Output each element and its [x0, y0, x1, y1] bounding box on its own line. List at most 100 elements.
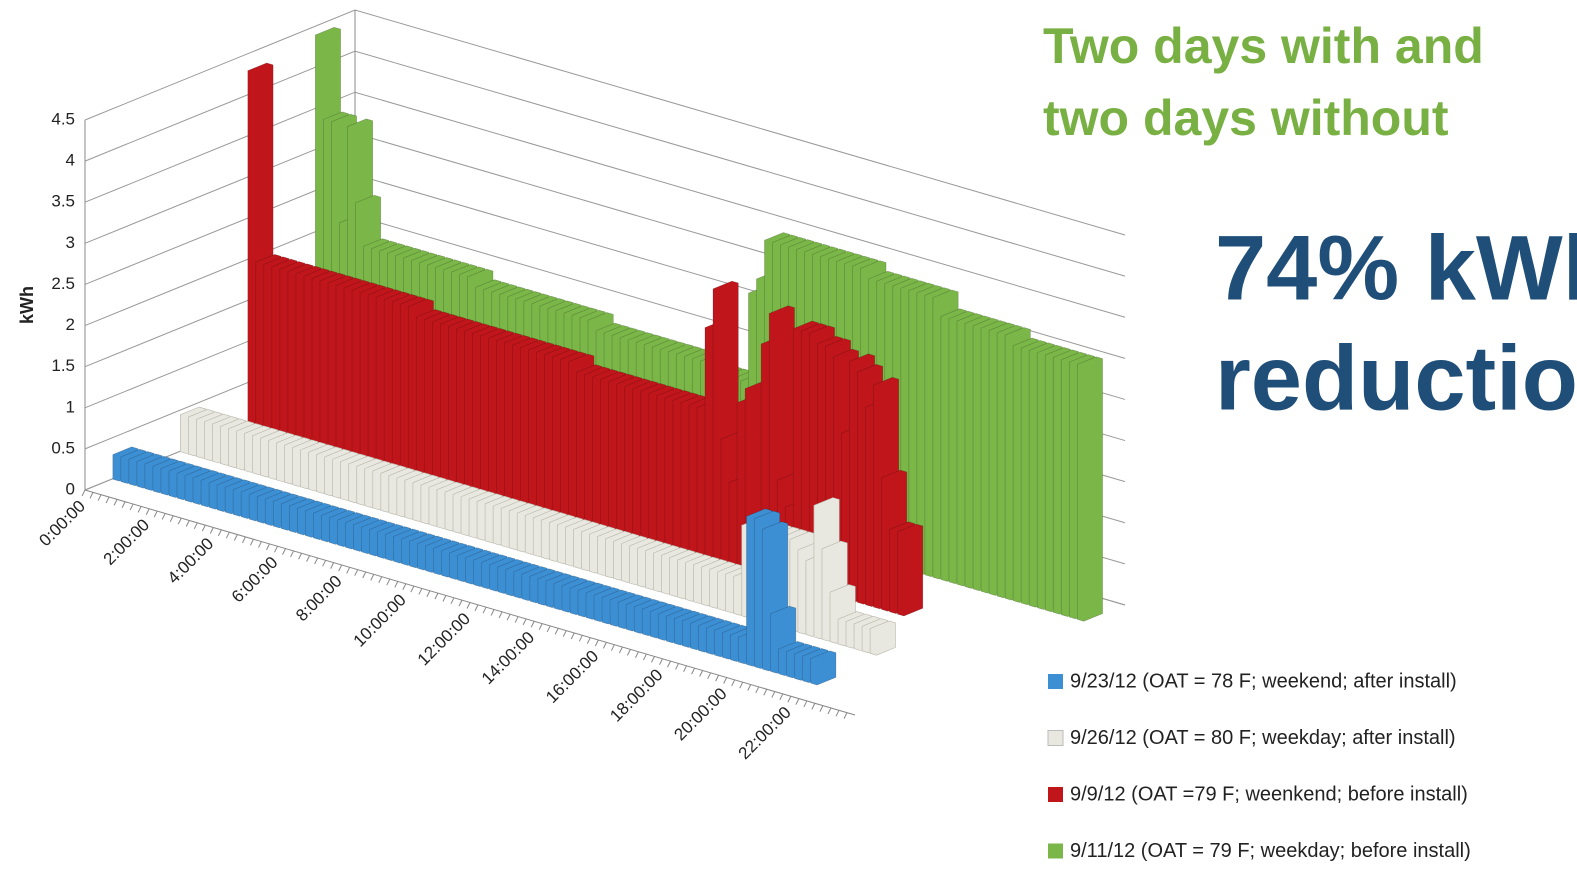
- x-tick: [787, 696, 792, 703]
- x-tick: [354, 569, 359, 576]
- x-tick: [434, 592, 439, 600]
- x-tick: [394, 581, 399, 588]
- x-tick: [731, 679, 736, 687]
- legend-label: 9/23/12 (OAT = 78 F; weekend; after inst…: [1070, 670, 1457, 692]
- legend-swatch: [1048, 674, 1063, 689]
- x-tick: [209, 527, 214, 534]
- x-tick: [723, 677, 728, 684]
- x-tick: [602, 642, 607, 649]
- y-tick-label: 2: [66, 315, 75, 334]
- x-tick: [651, 656, 655, 663]
- x-tick: [843, 712, 848, 719]
- x-tick: [610, 644, 615, 651]
- x-tick: [370, 574, 375, 581]
- x-tick: [306, 555, 311, 562]
- x-tick: [779, 693, 784, 701]
- x-tick: [466, 602, 471, 609]
- x-tick-label: 4:00:00: [164, 534, 218, 588]
- x-tick: [161, 513, 166, 520]
- x-tick-label: 22:00:00: [735, 703, 795, 763]
- x-tick: [498, 611, 503, 619]
- x-tick: [739, 681, 744, 689]
- x-tick: [578, 635, 583, 642]
- x-tick: [699, 670, 704, 677]
- grid-line: [84, 9, 1126, 236]
- x-tick: [418, 588, 423, 595]
- y-tick-label: 2.5: [51, 274, 75, 293]
- x-tick: [747, 684, 752, 691]
- x-tick: [89, 492, 94, 499]
- grid-line: [84, 50, 1126, 277]
- x-tick: [426, 590, 431, 598]
- x-tick: [137, 506, 142, 513]
- x-tick: [97, 494, 102, 501]
- chart-title: Two days with and: [1043, 18, 1484, 74]
- x-tick: [643, 653, 647, 661]
- legend-label: 9/26/12 (OAT = 80 F; weekday; after inst…: [1070, 727, 1456, 749]
- x-tick-label: 12:00:00: [414, 609, 474, 669]
- x-tick: [217, 529, 222, 537]
- x-tick: [506, 613, 511, 621]
- x-tick: [458, 599, 463, 607]
- x-tick: [659, 658, 663, 665]
- y-tick-label: 3: [66, 233, 75, 252]
- x-tick: [562, 630, 567, 637]
- x-tick: [675, 663, 679, 670]
- x-tick: [594, 639, 599, 647]
- legend-label: 9/9/12 (OAT =79 F; weenkend; before inst…: [1070, 783, 1468, 805]
- annotation: reduction: [1215, 327, 1577, 429]
- x-tick: [626, 649, 631, 656]
- y-tick-label: 1: [66, 397, 75, 416]
- x-tick: [282, 548, 286, 555]
- y-tick-label: 0.5: [51, 438, 75, 457]
- x-tick: [795, 698, 800, 705]
- x-tick: [129, 503, 134, 511]
- legend-swatch: [1048, 787, 1063, 802]
- x-tick-label: 2:00:00: [100, 515, 154, 569]
- x-tick: [771, 691, 776, 698]
- legend-swatch: [1048, 843, 1063, 859]
- chart-title: two days without: [1043, 90, 1449, 146]
- x-tick: [835, 710, 840, 717]
- x-tick: [113, 499, 118, 506]
- x-tick: [402, 583, 407, 590]
- y-tick-label: 0: [66, 479, 75, 498]
- x-tick-label: 16:00:00: [542, 647, 602, 707]
- x-tick-label: 18:00:00: [606, 665, 666, 725]
- bar: [869, 620, 896, 656]
- x-tick-label: 10:00:00: [350, 590, 410, 650]
- x-tick: [442, 595, 447, 602]
- x-tick: [691, 667, 696, 675]
- x-tick-label: 0:00:00: [35, 497, 89, 551]
- x-tick: [169, 515, 174, 523]
- x-tick: [634, 651, 639, 658]
- x-tick: [450, 597, 455, 605]
- x-tick: [763, 688, 768, 696]
- x-tick: [258, 541, 262, 548]
- x-tick-label: 20:00:00: [670, 684, 730, 744]
- series: [247, 62, 924, 617]
- x-tick-label: 6:00:00: [228, 553, 282, 607]
- x-tick: [538, 623, 543, 630]
- x-tick: [546, 625, 551, 633]
- x-tick: [827, 707, 832, 715]
- x-tick: [290, 550, 294, 558]
- x-tick: [522, 618, 527, 626]
- bar: [810, 650, 837, 686]
- x-tick: [330, 562, 335, 569]
- x-tick: [618, 646, 623, 654]
- x-tick: [755, 686, 760, 694]
- x-tick: [105, 496, 110, 504]
- x-tick: [177, 517, 182, 525]
- x-tick: [707, 672, 712, 680]
- bar: [897, 523, 924, 617]
- bar: [1076, 356, 1103, 622]
- x-tick: [274, 546, 278, 553]
- x-tick: [241, 536, 246, 544]
- x-tick: [201, 524, 206, 532]
- x-tick: [586, 637, 591, 644]
- annotation: 74% kWh: [1215, 217, 1577, 319]
- x-tick: [314, 557, 319, 565]
